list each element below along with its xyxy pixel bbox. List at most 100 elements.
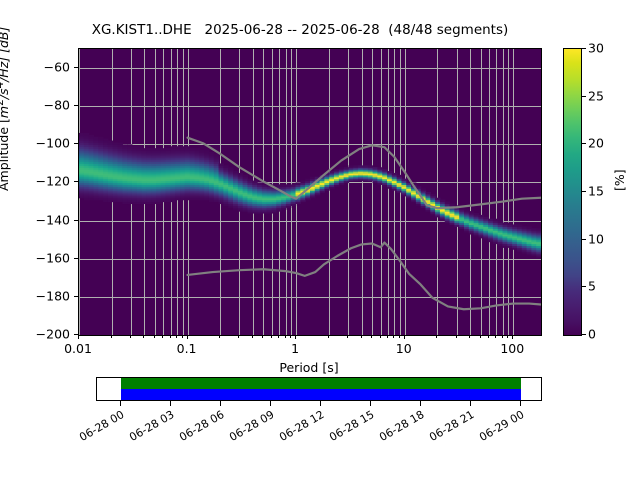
ppsd-density-cell bbox=[122, 157, 128, 161]
ppsd-density-cell bbox=[449, 211, 455, 214]
ppsd-density-cell bbox=[199, 182, 205, 185]
ppsd-density-cell bbox=[122, 188, 128, 191]
ppsd-density-cell bbox=[165, 155, 172, 159]
ppsd-density-cell bbox=[507, 224, 513, 227]
ppsd-density-cell bbox=[184, 151, 191, 155]
ppsd-density-cell bbox=[79, 186, 85, 189]
ppsd-density-cell bbox=[300, 188, 306, 191]
ppsd-density-cell bbox=[93, 186, 99, 189]
ppsd-density-cell bbox=[435, 205, 441, 208]
ppsd-density-cell bbox=[117, 169, 123, 172]
ppsd-density-cell bbox=[285, 192, 292, 195]
ppsd-density-cell bbox=[170, 161, 176, 164]
data-coverage-bar[interactable] bbox=[121, 378, 521, 389]
ppsd-density-cell bbox=[439, 201, 446, 205]
ppsd-density-cell bbox=[353, 167, 359, 170]
ppsd-density-cell bbox=[319, 184, 326, 187]
ppsd-density-cell bbox=[184, 188, 191, 191]
ppsd-density-cell bbox=[338, 172, 345, 176]
ppsd-density-cell bbox=[103, 199, 109, 203]
ppsd-density-cell bbox=[127, 167, 133, 170]
ppsd-density-cell bbox=[242, 209, 249, 212]
ppsd-density-cell bbox=[228, 192, 234, 195]
ppsd-density-cell bbox=[439, 209, 446, 212]
ppsd-density-cell bbox=[411, 182, 417, 185]
ppsd-density-cell bbox=[512, 243, 518, 246]
ppsd-density-cell bbox=[131, 182, 138, 185]
ppsd-density-cell bbox=[483, 224, 489, 227]
ppsd-density-cell bbox=[83, 192, 90, 195]
ppsd-density-cell bbox=[536, 241, 541, 245]
ppsd-density-cell bbox=[536, 243, 541, 246]
x-tick-minor bbox=[360, 335, 362, 338]
ppsd-density-cell bbox=[507, 241, 513, 245]
y-tick bbox=[74, 143, 78, 145]
ppsd-density-cell bbox=[367, 165, 374, 168]
ppsd-density-cell bbox=[112, 163, 119, 166]
ppsd-density-cell bbox=[492, 239, 499, 243]
ppsd-density-cell bbox=[156, 148, 162, 151]
ppsd-density-cell bbox=[141, 153, 147, 157]
ppsd-density-cell bbox=[208, 197, 215, 201]
ppsd-density-cell bbox=[189, 167, 196, 170]
ppsd-density-cell bbox=[213, 188, 220, 191]
ppsd-density-cell bbox=[415, 193, 422, 197]
ppsd-density-cell bbox=[127, 148, 133, 151]
ppsd-density-cell bbox=[233, 193, 239, 197]
ppsd-density-cell bbox=[334, 176, 340, 180]
ppsd-density-cell bbox=[247, 188, 253, 191]
ppsd-density-cell bbox=[261, 199, 268, 203]
ppsd-density-cell bbox=[98, 157, 104, 161]
psd-coverage-bar[interactable] bbox=[121, 389, 521, 400]
ppsd-density-cell bbox=[218, 193, 224, 197]
ppsd-density-cell bbox=[473, 218, 480, 222]
ppsd-density-cell bbox=[420, 192, 427, 195]
ppsd-density-cell bbox=[223, 186, 229, 189]
ppsd-density-cell bbox=[334, 180, 340, 184]
ppsd-density-cell bbox=[459, 218, 465, 222]
ppsd-density-cell bbox=[439, 199, 446, 203]
ppsd-density-cell bbox=[189, 182, 196, 185]
ppsd-density-cell bbox=[213, 192, 220, 195]
ppsd-density-cell bbox=[521, 228, 528, 231]
ppsd-density-cell bbox=[276, 193, 282, 197]
ppsd-plot-area[interactable] bbox=[78, 48, 542, 336]
ppsd-density-cell bbox=[516, 247, 523, 250]
ppsd-density-cell bbox=[228, 180, 234, 184]
ppsd-density-cell bbox=[175, 178, 181, 182]
ppsd-density-cell bbox=[170, 186, 176, 189]
ppsd-density-cell bbox=[170, 184, 176, 187]
ppsd-density-cell bbox=[180, 148, 186, 151]
ppsd-density-cell bbox=[257, 199, 263, 203]
coverage-timeline[interactable] bbox=[96, 377, 542, 401]
colorbar[interactable] bbox=[563, 48, 582, 336]
ppsd-density-cell bbox=[208, 199, 215, 203]
ppsd-density-cell bbox=[122, 192, 128, 195]
ppsd-density-cell bbox=[473, 214, 480, 218]
ppsd-density-cell bbox=[83, 136, 90, 140]
ppsd-density-cell bbox=[261, 209, 268, 212]
ppsd-density-cell bbox=[131, 169, 138, 172]
ppsd-density-cell bbox=[266, 201, 273, 205]
ppsd-density-cell bbox=[290, 184, 297, 187]
ppsd-density-cell bbox=[127, 146, 133, 149]
x-tick-minor bbox=[262, 335, 264, 338]
ppsd-density-cell bbox=[165, 167, 172, 170]
ppsd-density-cell bbox=[83, 132, 90, 136]
ppsd-density-cell bbox=[112, 174, 119, 178]
ppsd-density-cell bbox=[233, 203, 239, 206]
ppsd-density-cell bbox=[79, 193, 85, 197]
ppsd-density-cell bbox=[151, 165, 157, 168]
ppsd-density-cell bbox=[180, 178, 186, 182]
ppsd-density-cell bbox=[492, 224, 499, 227]
ppsd-density-cell bbox=[93, 172, 99, 176]
colorbar-tick bbox=[582, 286, 586, 288]
ppsd-density-cell bbox=[406, 182, 412, 185]
ppsd-density-cell bbox=[170, 188, 176, 191]
ppsd-density-cell bbox=[314, 186, 321, 189]
ppsd-density-cell bbox=[79, 176, 85, 180]
ppsd-density-cell bbox=[305, 180, 311, 184]
ppsd-density-cell bbox=[444, 214, 451, 218]
ppsd-density-cell bbox=[281, 207, 287, 210]
ppsd-density-cell bbox=[83, 159, 90, 163]
